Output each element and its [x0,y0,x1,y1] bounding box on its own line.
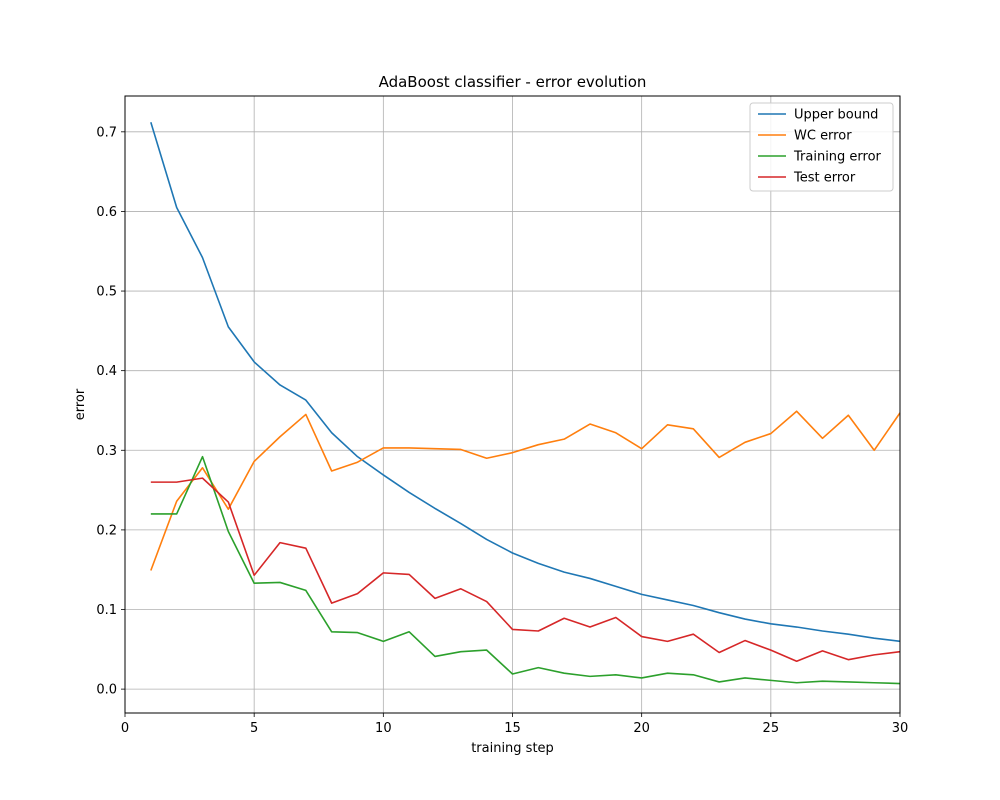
y-tick-label: 0.2 [96,523,117,538]
y-tick-label: 0.7 [96,125,117,140]
x-tick-label: 10 [375,721,392,736]
legend-label: Upper bound [794,108,878,123]
x-tick-label: 15 [504,721,521,736]
legend-label: Training error [793,150,882,165]
series-line-test-error [150,477,901,663]
y-axis: 0.0 0.1 0.2 0.3 0.4 0.5 0.6 0.7 [96,125,125,698]
y-tick-label: 0.3 [96,444,117,459]
y-tick-label: 0.1 [96,603,117,618]
legend-box [749,102,894,192]
x-tick-label: 0 [121,721,129,736]
y-tick-label: 0.6 [96,205,117,220]
y-tick-label: 0.5 [96,285,117,300]
series-line-training-error [150,455,901,685]
x-tick-label: 30 [892,721,909,736]
y-tick-label: 0.0 [96,683,117,698]
legend-label: Test error [793,171,856,186]
x-axis: 0 5 10 15 20 25 30 [121,713,908,736]
chart-title: AdaBoost classifier - error evolution [379,73,647,91]
series-lines [150,122,901,685]
x-axis-label: training step [471,741,554,756]
series-line-wc-error [150,410,901,571]
y-tick-label: 0.4 [96,364,117,379]
x-tick-label: 20 [633,721,650,736]
x-tick-label: 25 [763,721,780,736]
grid-lines [124,96,901,713]
legend: Upper bound WC error Training error Test er… [749,102,894,192]
legend-label: WC error [794,129,852,144]
y-axis-label: error [73,388,88,420]
series-line-upper-bound [150,122,901,643]
x-tick-label: 5 [250,721,258,736]
